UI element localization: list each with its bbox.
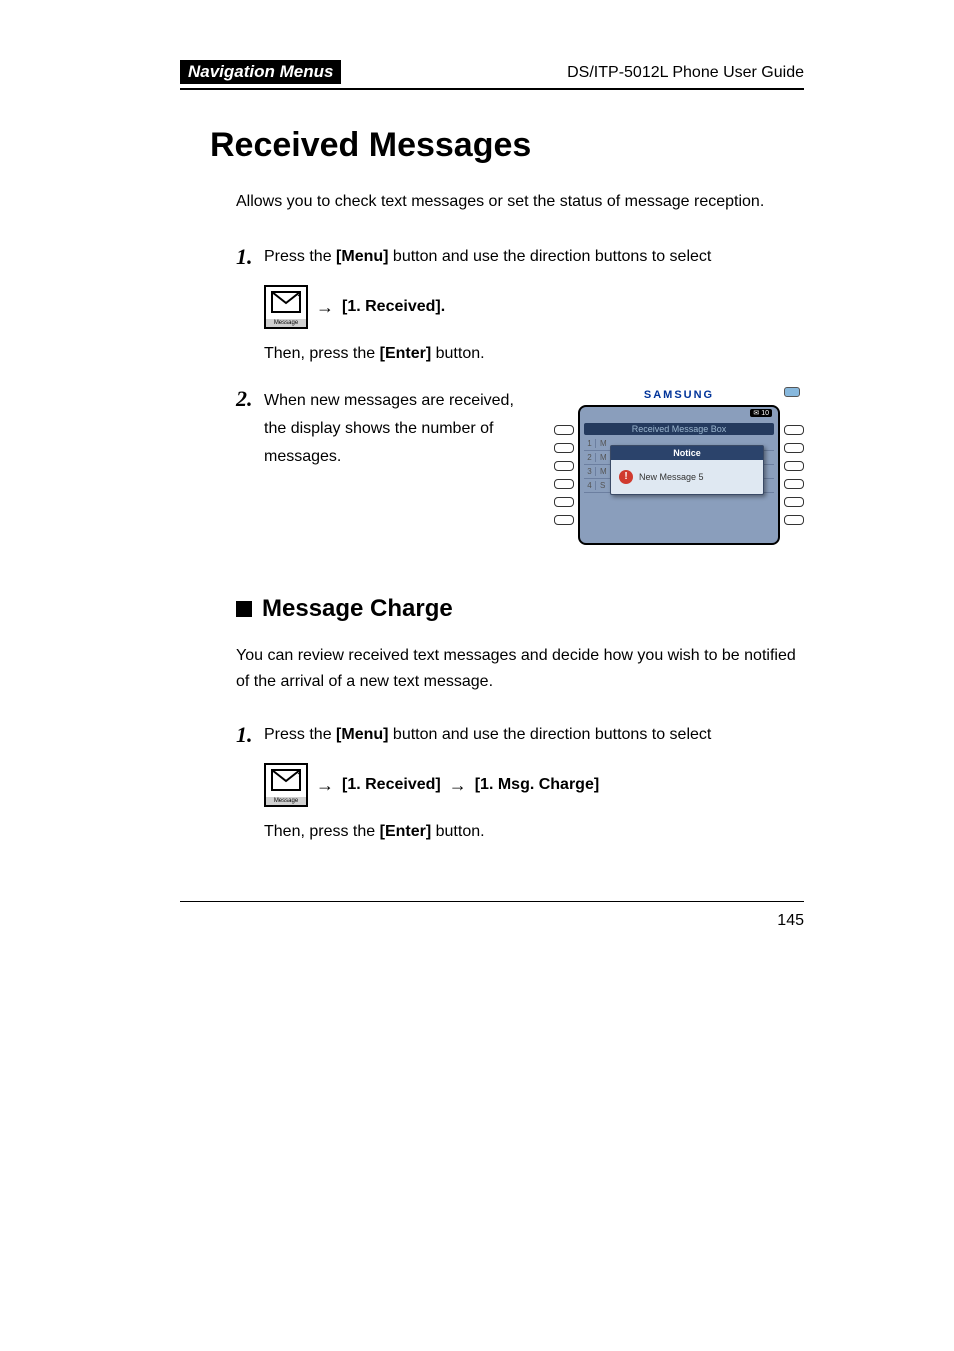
step-2: 2. When new messages are received, the d… (236, 387, 534, 471)
side-button (554, 443, 574, 453)
then-press-line: Then, press the [Enter] button. (264, 345, 804, 363)
row-num: 4 (584, 481, 596, 490)
content-body: Allows you to check text messages or set… (236, 193, 804, 841)
page-footer: 145 (180, 901, 804, 930)
phone-screenshot: SAMSUNG ✉ 10 Received Message Bo (554, 387, 804, 545)
side-button (554, 479, 574, 489)
menu-button-label: [Menu] (336, 726, 388, 743)
side-button (784, 479, 804, 489)
notice-body: ! New Message 5 (611, 460, 763, 494)
section2-step-1: 1. Press the [Menu] button and use the d… (236, 723, 804, 747)
arrow-icon: → (316, 297, 334, 318)
phone-screen: ✉ 10 Received Message Box 1M 2M 3M 4S No… (578, 405, 780, 545)
icon-path-row: Message → [1. Received]. (264, 285, 804, 329)
step-1: 1. Press the [Menu] button and use the d… (236, 245, 804, 269)
then-press-line-2: Then, press the [Enter] button. (264, 823, 804, 841)
phone-outer: SAMSUNG ✉ 10 Received Message Bo (554, 387, 804, 545)
screen-badge: ✉ 10 (750, 409, 772, 417)
section-heading-text: Message Charge (262, 595, 453, 623)
row-content: M (596, 453, 607, 462)
notice-title: Notice (611, 446, 763, 460)
row-content: S (596, 481, 605, 490)
envelope-icon (271, 291, 301, 313)
phone-led (784, 387, 800, 397)
side-button (784, 461, 804, 471)
step-number: 2. (236, 387, 264, 471)
header-right-label: DS/ITP-5012L Phone User Guide (567, 64, 804, 82)
row-num: 2 (584, 453, 596, 462)
message-icon-label: Message (266, 319, 306, 327)
step2-text: When new messages are received, the disp… (264, 387, 534, 471)
side-button (784, 443, 804, 453)
menu-path-text: [1. Received]. (342, 298, 445, 316)
envelope-icon (271, 769, 301, 791)
side-button (554, 497, 574, 507)
step-body: Press the [Menu] button and use the dire… (264, 723, 804, 747)
enter-button-label: [Enter] (380, 823, 432, 840)
menu-button-label: [Menu] (336, 248, 388, 265)
row-num: 1 (584, 439, 596, 448)
left-side-buttons (554, 405, 574, 545)
then-after: button. (431, 345, 484, 362)
screen-title: Received Message Box (584, 423, 774, 435)
page-title: Received Messages (210, 126, 804, 165)
message-icon: Message (264, 763, 308, 807)
badge-count: 10 (761, 410, 769, 417)
step-body: Press the [Menu] button and use the dire… (264, 245, 804, 269)
phone-brand: SAMSUNG (554, 387, 804, 405)
step-number: 1. (236, 723, 264, 747)
message-icon-label: Message (266, 797, 306, 805)
notice-popup: Notice ! New Message 5 (610, 445, 764, 495)
menu-path-text-1: [1. Received] (342, 776, 441, 794)
side-button (784, 515, 804, 525)
s2-step1-after: button and use the direction buttons to … (388, 726, 711, 743)
side-button (784, 497, 804, 507)
step1-text-after: button and use the direction buttons to … (388, 248, 711, 265)
right-side-buttons (784, 405, 804, 545)
notice-text: New Message 5 (639, 472, 704, 482)
side-button (554, 515, 574, 525)
side-button (554, 461, 574, 471)
message-icon: Message (264, 285, 308, 329)
menu-path-text-2: [1. Msg. Charge] (475, 776, 599, 794)
step-2-row: 2. When new messages are received, the d… (236, 387, 804, 545)
page-number: 145 (777, 912, 804, 929)
enter-button-label: [Enter] (380, 345, 432, 362)
s2-step1-before: Press the (264, 726, 336, 743)
step-number: 1. (236, 245, 264, 269)
section-heading: Message Charge (236, 595, 804, 623)
side-button (554, 425, 574, 435)
intro-text: Allows you to check text messages or set… (236, 193, 804, 211)
then-before-2: Then, press the (264, 823, 380, 840)
row-num: 3 (584, 467, 596, 476)
arrow-icon: → (449, 775, 467, 796)
then-before: Then, press the (264, 345, 380, 362)
page: Navigation Menus DS/ITP-5012L Phone User… (0, 0, 954, 990)
step1-text-before: Press the (264, 248, 336, 265)
square-bullet-icon (236, 601, 252, 617)
row-content: M (596, 439, 607, 448)
then-after-2: button. (431, 823, 484, 840)
row-content: M (596, 467, 607, 476)
header-left-label: Navigation Menus (180, 60, 341, 84)
arrow-icon: → (316, 775, 334, 796)
page-header: Navigation Menus DS/ITP-5012L Phone User… (180, 60, 804, 90)
section2-para: You can review received text messages an… (236, 643, 804, 695)
phone-body: ✉ 10 Received Message Box 1M 2M 3M 4S No… (554, 405, 804, 545)
side-button (784, 425, 804, 435)
icon-path-row-2: Message → [1. Received] → [1. Msg. Charg… (264, 763, 804, 807)
alert-icon: ! (619, 470, 633, 484)
